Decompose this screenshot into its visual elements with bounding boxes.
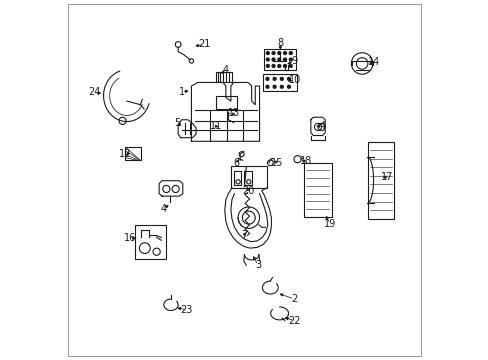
Text: 4: 4 (319, 121, 325, 131)
Text: 11: 11 (209, 121, 222, 131)
Bar (125, 147, 140, 160)
Bar (135, 225, 165, 259)
Text: 19: 19 (323, 219, 335, 229)
Bar (230, 166, 266, 188)
Bar (215, 72, 231, 82)
Circle shape (289, 64, 292, 67)
Bar (367, 141, 393, 219)
Bar (233, 171, 241, 185)
Circle shape (273, 77, 276, 80)
Circle shape (266, 64, 269, 67)
Text: 6: 6 (233, 158, 239, 168)
Circle shape (271, 64, 274, 67)
Circle shape (287, 85, 290, 88)
Text: 4: 4 (223, 64, 228, 75)
Text: 5: 5 (174, 118, 180, 128)
Circle shape (280, 77, 283, 80)
Bar (263, 74, 297, 91)
Text: 8: 8 (277, 38, 283, 48)
Circle shape (273, 85, 276, 88)
Circle shape (271, 58, 274, 61)
Circle shape (287, 77, 290, 80)
Text: 13: 13 (228, 108, 240, 118)
Circle shape (266, 51, 269, 54)
Bar (244, 171, 251, 185)
Text: 18: 18 (300, 156, 312, 166)
Bar (303, 163, 331, 217)
Text: 7: 7 (241, 230, 247, 239)
Circle shape (266, 58, 269, 61)
Text: 14: 14 (367, 57, 380, 67)
Bar (264, 49, 296, 69)
Text: 16: 16 (123, 233, 136, 243)
Text: 15: 15 (271, 158, 283, 168)
Circle shape (280, 85, 283, 88)
Bar (215, 96, 236, 109)
Text: 4: 4 (161, 204, 166, 214)
Text: 12: 12 (119, 149, 131, 159)
Circle shape (289, 51, 292, 54)
Text: 9: 9 (291, 56, 297, 66)
Text: 20: 20 (242, 186, 254, 197)
Circle shape (277, 64, 280, 67)
Circle shape (283, 64, 286, 67)
Circle shape (277, 58, 280, 61)
Circle shape (265, 85, 268, 88)
Circle shape (289, 58, 292, 61)
Text: 21: 21 (198, 40, 210, 49)
Circle shape (283, 51, 286, 54)
Text: 1: 1 (178, 87, 184, 97)
Text: 3: 3 (255, 260, 261, 270)
Text: 22: 22 (288, 316, 300, 325)
Text: 10: 10 (289, 75, 301, 85)
Text: 23: 23 (180, 305, 192, 315)
Circle shape (277, 51, 280, 54)
Circle shape (271, 51, 274, 54)
Circle shape (283, 58, 286, 61)
Text: 24: 24 (88, 87, 101, 97)
Text: 17: 17 (380, 172, 393, 182)
Text: 2: 2 (291, 294, 297, 304)
Circle shape (265, 77, 268, 80)
